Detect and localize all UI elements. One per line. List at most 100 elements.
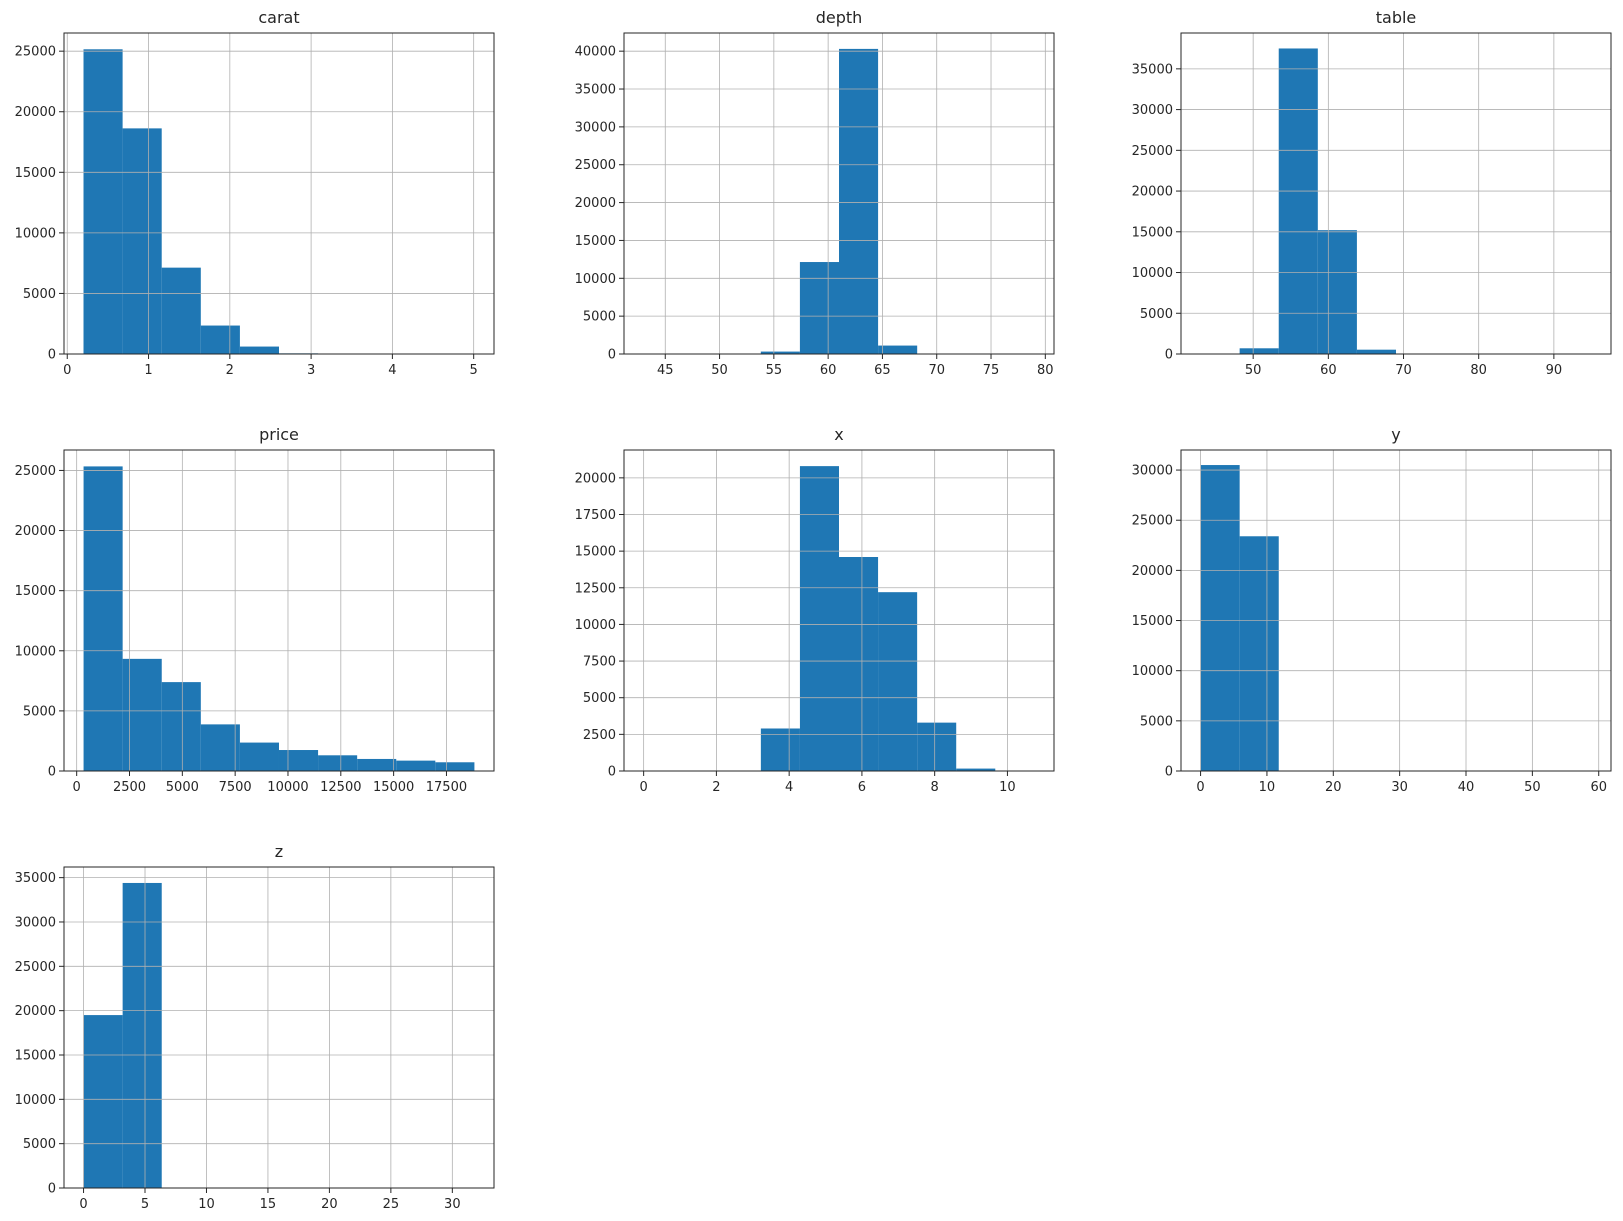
histogram-bar bbox=[1239, 536, 1279, 771]
histogram-bar bbox=[1200, 465, 1240, 771]
x-tick-label: 50 bbox=[711, 363, 728, 378]
histogram-bar bbox=[917, 722, 957, 771]
histogram-bar bbox=[318, 755, 358, 771]
y-tick-label: 5000 bbox=[583, 310, 616, 325]
x-tick-label: 50 bbox=[1524, 780, 1541, 795]
histogram-bar bbox=[161, 267, 201, 354]
y-tick-label: 0 bbox=[608, 348, 616, 363]
histogram-bar bbox=[799, 466, 839, 771]
y-tick-label: 17500 bbox=[575, 508, 616, 523]
x-tick-label: 25 bbox=[383, 1197, 400, 1212]
histogram-bar bbox=[396, 760, 436, 771]
y-tick-label: 0 bbox=[48, 1182, 56, 1197]
x-tick-label: 70 bbox=[1395, 363, 1412, 378]
subplot-3: 0 2500 5000 7500 10000 12500 15000 17500 0 5000 10… bbox=[15, 425, 495, 795]
y-tick-label: 20000 bbox=[15, 1004, 56, 1019]
histogram-bar bbox=[435, 762, 475, 771]
x-tick-label: 2 bbox=[226, 363, 234, 378]
y-tick-label: 5000 bbox=[1140, 714, 1173, 729]
plot-frame bbox=[63, 32, 495, 355]
x-tick-label: 45 bbox=[657, 363, 674, 378]
y-tick-label: 20000 bbox=[15, 105, 56, 120]
x-tick-label: 5 bbox=[141, 1197, 149, 1212]
x-tick-label: 3 bbox=[307, 363, 315, 378]
y-tick-label: 5000 bbox=[583, 691, 616, 706]
y-tick-label: 15000 bbox=[1132, 225, 1173, 240]
histogram-bar bbox=[83, 466, 123, 771]
histogram-bar bbox=[1356, 349, 1396, 354]
y-tick-label: 30000 bbox=[1132, 464, 1173, 479]
x-tick-label: 0 bbox=[79, 1197, 87, 1212]
histogram-bar bbox=[878, 592, 918, 771]
subplot-title: y bbox=[1391, 425, 1400, 444]
y-tick-label: 10000 bbox=[15, 1093, 56, 1108]
y-tick-label: 15000 bbox=[575, 545, 616, 560]
x-tick-label: 7500 bbox=[219, 780, 252, 795]
plot-frame bbox=[1180, 449, 1612, 772]
x-tick-label: 15 bbox=[260, 1197, 277, 1212]
x-tick-label: 80 bbox=[1037, 363, 1054, 378]
x-tick-label: 12500 bbox=[320, 780, 361, 795]
x-tick-label: 10 bbox=[1259, 780, 1276, 795]
histogram-bar bbox=[239, 742, 279, 771]
y-tick-label: 5000 bbox=[23, 287, 56, 302]
y-tick-label: 20000 bbox=[575, 471, 616, 486]
y-tick-label: 40000 bbox=[575, 45, 616, 60]
histogram-bar bbox=[1317, 230, 1357, 354]
plot-frame bbox=[623, 449, 1055, 772]
y-tick-label: 25000 bbox=[1132, 144, 1173, 159]
histogram-bar bbox=[878, 345, 918, 354]
y-tick-label: 20000 bbox=[575, 196, 616, 211]
histogram-bar bbox=[799, 262, 839, 354]
y-tick-label: 0 bbox=[48, 765, 56, 780]
y-tick-label: 20000 bbox=[1132, 564, 1173, 579]
subplot-0: 0 1 2 3 4 5 0 5000 10000 15000 20000 25000 carat bbox=[15, 8, 495, 378]
x-tick-label: 60 bbox=[820, 363, 837, 378]
subplot-title: carat bbox=[258, 8, 299, 27]
x-tick-label: 1 bbox=[144, 363, 152, 378]
y-tick-label: 12500 bbox=[575, 581, 616, 596]
y-tick-label: 10000 bbox=[15, 644, 56, 659]
y-tick-label: 25000 bbox=[575, 158, 616, 173]
histogram-bar bbox=[161, 682, 201, 771]
histogram-bar bbox=[122, 882, 162, 1188]
x-tick-label: 0 bbox=[1196, 780, 1204, 795]
x-tick-label: 8 bbox=[931, 780, 939, 795]
y-tick-label: 7500 bbox=[583, 655, 616, 670]
x-tick-label: 4 bbox=[388, 363, 396, 378]
y-tick-label: 0 bbox=[608, 765, 616, 780]
x-tick-label: 20 bbox=[321, 1197, 338, 1212]
y-tick-label: 15000 bbox=[15, 1048, 56, 1063]
histogram-bar bbox=[839, 557, 879, 771]
x-tick-label: 5 bbox=[470, 363, 478, 378]
x-tick-label: 4 bbox=[785, 780, 793, 795]
histogram-bar bbox=[1239, 348, 1279, 354]
subplot-title: price bbox=[259, 425, 299, 444]
x-tick-label: 10 bbox=[198, 1197, 215, 1212]
x-tick-label: 2 bbox=[712, 780, 720, 795]
x-tick-label: 10 bbox=[999, 780, 1016, 795]
y-tick-label: 20000 bbox=[1132, 185, 1173, 200]
histogram-bar bbox=[239, 346, 279, 354]
subplot-2: 50 60 70 80 90 0 5000 10000 15000 20000 25000 30000… bbox=[1132, 8, 1612, 378]
histogram-bar bbox=[760, 351, 800, 354]
histogram-bar bbox=[839, 48, 879, 354]
subplot-6: 0 5 10 15 20 25 30 0 5000 10000 15000 20000 25000 300… bbox=[15, 842, 495, 1212]
x-tick-label: 5000 bbox=[166, 780, 199, 795]
x-tick-label: 65 bbox=[874, 363, 891, 378]
y-tick-label: 25000 bbox=[15, 464, 56, 479]
y-tick-label: 10000 bbox=[575, 618, 616, 633]
x-tick-label: 80 bbox=[1470, 363, 1487, 378]
plot-frame bbox=[63, 449, 495, 772]
y-tick-label: 0 bbox=[48, 348, 56, 363]
subplot-title: depth bbox=[816, 8, 863, 27]
y-tick-label: 15000 bbox=[15, 584, 56, 599]
plot-frame bbox=[63, 866, 495, 1189]
x-tick-label: 40 bbox=[1458, 780, 1475, 795]
y-tick-label: 35000 bbox=[15, 871, 56, 886]
subplot-4: 0 2 4 6 8 10 0 2500 5000 7500 10000 12500 15000 17500… bbox=[575, 425, 1055, 795]
histogram-bar bbox=[83, 1015, 123, 1188]
subplot-title: table bbox=[1376, 8, 1417, 27]
subplot-1: 45 50 55 60 65 70 75 80 0 5000 10000 15000 20000 2500… bbox=[575, 8, 1055, 378]
